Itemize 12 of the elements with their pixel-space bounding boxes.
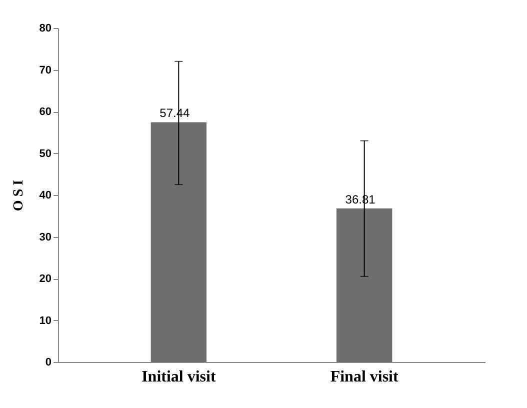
y-tick-label: 20 — [39, 273, 52, 285]
y-tick-label: 10 — [39, 314, 52, 327]
y-tick-label: 50 — [39, 148, 52, 160]
y-tick-label: 0 — [45, 356, 52, 368]
y-tick-label: 30 — [39, 231, 52, 244]
x-tick-label: Initial visit — [142, 368, 216, 386]
y-tick-label: 80 — [39, 22, 52, 34]
y-axis-title: O S I — [11, 180, 26, 212]
y-tick-label: 70 — [39, 64, 52, 76]
y-tick-label: 40 — [39, 190, 52, 202]
x-tick-label: Final visit — [330, 368, 399, 386]
y-tick-label: 60 — [39, 106, 52, 118]
